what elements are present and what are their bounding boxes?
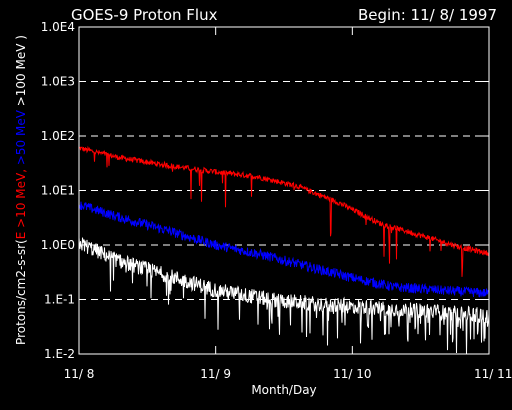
series-line-gt100 xyxy=(78,237,490,355)
series-group xyxy=(78,145,490,355)
y-axis-label-part: Protons/cm2-s-sr( xyxy=(14,239,28,345)
y-axis-label-part: >50 MeV xyxy=(14,106,28,165)
y-tick-label: 1.0E4 xyxy=(41,20,75,34)
y-tick-label: 1.E-2 xyxy=(44,347,75,361)
y-axis: 1.0E4 1.0E3 1.0E2 1.0E1 1.0E0 1.E-1 1.E-2 xyxy=(41,20,489,361)
x-tick-label: 11/ 10 xyxy=(333,367,371,381)
y-axis-label-part: >100 MeV ) xyxy=(14,35,28,106)
x-tick-label: 11/ 8 xyxy=(64,367,95,381)
x-axis-label: Month/Day xyxy=(251,383,316,397)
chart-title: GOES-9 Proton Flux xyxy=(71,6,218,24)
y-tick-label: 1.0E2 xyxy=(41,129,75,143)
y-tick-label: 1.0E3 xyxy=(41,75,75,89)
x-tick-label: 11/ 9 xyxy=(200,367,231,381)
y-tick-label: 1.0E0 xyxy=(41,238,75,252)
y-tick-label: 1.E-1 xyxy=(44,293,75,307)
y-axis-label: Protons/cm2-s-sr(E >10 MeV, >50 MeV >100… xyxy=(14,35,28,345)
y-tick-label: 1.0E1 xyxy=(41,184,75,198)
series-line-gt10 xyxy=(78,145,490,277)
x-axis: 11/ 8 11/ 9 11/ 10 11/ 11 xyxy=(64,27,512,381)
series-line-gt50 xyxy=(78,201,490,298)
x-tick-label: 11/ 11 xyxy=(474,367,512,381)
chart-begin-date: Begin: 11/ 8/ 1997 xyxy=(358,6,497,24)
grid-lines xyxy=(79,81,489,300)
y-axis-label-part: E >10 MeV, xyxy=(14,165,28,239)
